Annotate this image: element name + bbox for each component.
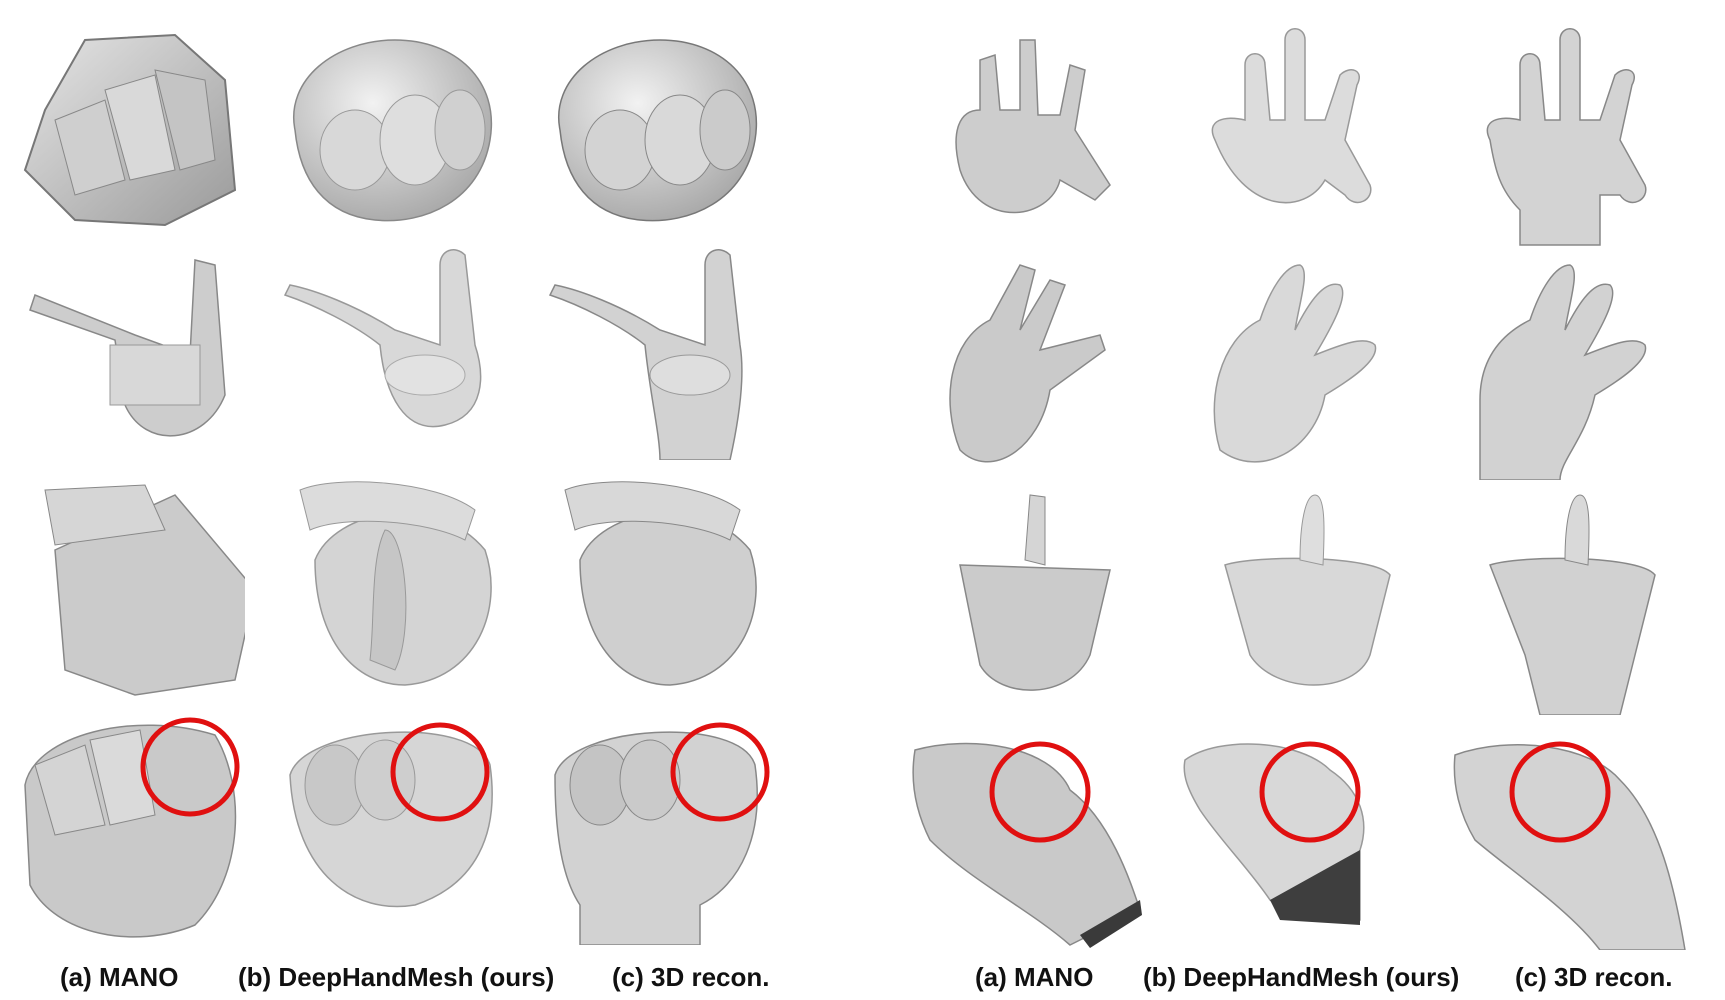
- left-row1-recon-fist: [540, 20, 770, 230]
- right-row1-deephandmesh-spread: [1185, 20, 1385, 230]
- left-row2-mano-rock: [15, 235, 245, 460]
- right-row3-deephandmesh-point: [1205, 485, 1405, 715]
- caption-deephandmesh: (b) DeepHandMesh (ours): [238, 962, 554, 993]
- left-row4-mano-fist: [15, 705, 245, 945]
- left-row3-recon-pinch: [540, 470, 770, 700]
- left-row4-deephandmesh-fist: [275, 705, 505, 945]
- left-panel: (a) MANO (b) DeepHandMesh (ours) (c) 3D …: [0, 0, 850, 1000]
- left-hand-grid: [0, 0, 850, 950]
- left-captions: (a) MANO (b) DeepHandMesh (ours) (c) 3D …: [0, 962, 850, 998]
- right-panel: (a) MANO (b) DeepHandMesh (ours) (c) 3D …: [880, 0, 1725, 1000]
- left-row3-deephandmesh-pinch: [275, 470, 505, 700]
- left-row3-mano-pinch: [15, 470, 245, 700]
- right-row1-recon-spread: [1460, 20, 1660, 250]
- right-row4-deephandmesh-curl: [1180, 730, 1420, 950]
- right-row3-mano-point: [930, 485, 1130, 715]
- right-row3-recon-point: [1470, 485, 1670, 715]
- left-row1-deephandmesh-fist: [275, 20, 505, 230]
- caption-mano: (a) MANO: [975, 962, 1093, 993]
- caption-3d-recon: (c) 3D recon.: [612, 962, 770, 993]
- right-row2-recon-claw: [1470, 250, 1670, 480]
- left-row2-recon-rock: [540, 235, 770, 460]
- right-row1-mano-spread: [920, 20, 1120, 230]
- left-row4-recon-fist: [540, 705, 770, 945]
- right-row4-mano-curl: [910, 730, 1150, 950]
- left-row1-mano-fist: [15, 20, 245, 230]
- right-hand-grid: [880, 0, 1725, 950]
- right-captions: (a) MANO (b) DeepHandMesh (ours) (c) 3D …: [880, 962, 1725, 998]
- right-row2-mano-claw: [930, 250, 1130, 470]
- caption-3d-recon: (c) 3D recon.: [1515, 962, 1673, 993]
- caption-deephandmesh: (b) DeepHandMesh (ours): [1143, 962, 1459, 993]
- right-row2-deephandmesh-claw: [1200, 250, 1400, 470]
- left-row2-deephandmesh-rock: [275, 235, 505, 460]
- caption-mano: (a) MANO: [60, 962, 178, 993]
- right-row4-recon-curl: [1450, 730, 1690, 950]
